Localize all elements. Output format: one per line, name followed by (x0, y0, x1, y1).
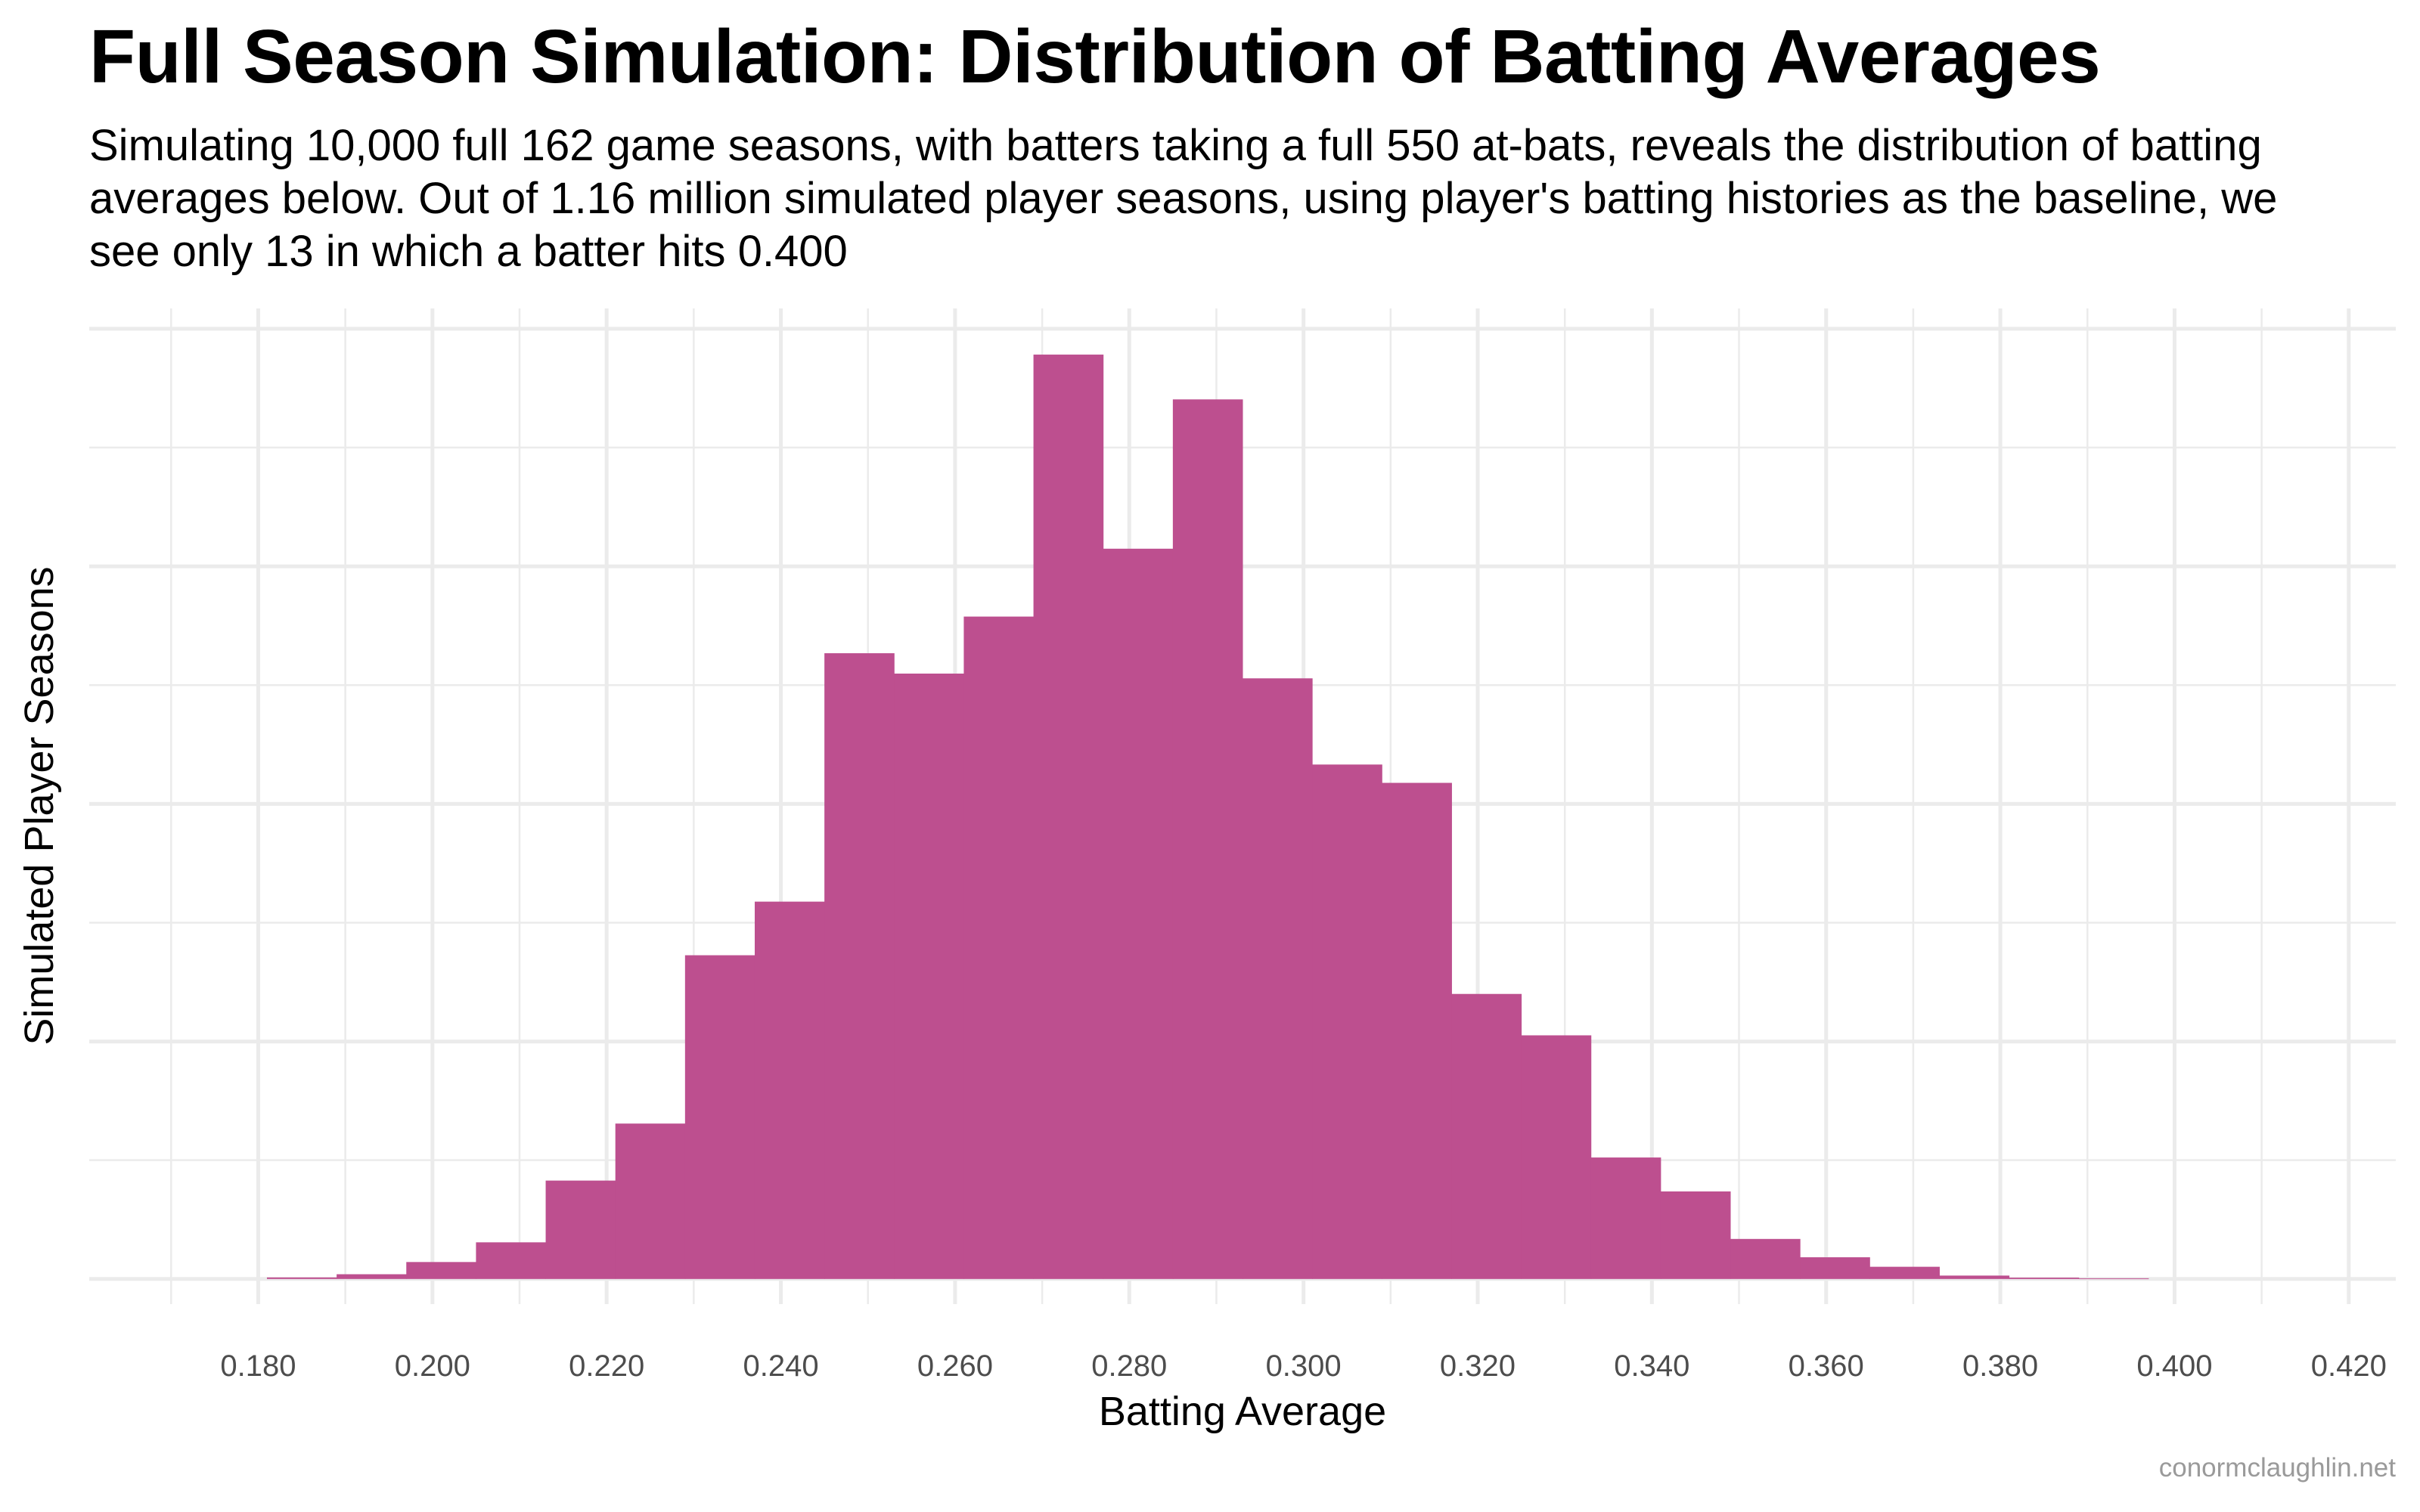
x-tick-label: 0.380 (1962, 1349, 2038, 1383)
histogram-bar (476, 1242, 547, 1279)
watermark: conormclaughlin.net (2158, 1453, 2396, 1483)
histogram-bar (1382, 782, 1452, 1279)
x-tick-label: 0.320 (1440, 1349, 1516, 1383)
histogram-bar (963, 616, 1035, 1279)
histogram-bar (1521, 1035, 1592, 1279)
histogram-bar (1172, 399, 1243, 1279)
histogram-bar (1312, 764, 1382, 1279)
x-tick-label: 0.340 (1614, 1349, 1689, 1383)
x-tick-label: 0.280 (1091, 1349, 1167, 1383)
x-tick-label: 0.180 (220, 1349, 296, 1383)
histogram-bar (1869, 1266, 1940, 1279)
x-tick-label: 0.420 (2311, 1349, 2387, 1383)
histogram-bar (1103, 548, 1174, 1279)
histogram-bar (1033, 355, 1104, 1279)
y-axis-label: Simulated Player Seasons (17, 566, 62, 1045)
histogram-bar (754, 901, 825, 1279)
histogram-bar (1243, 678, 1313, 1279)
x-tick-label: 0.400 (2136, 1349, 2212, 1383)
histogram-bar (1451, 993, 1522, 1279)
chart-title: Full Season Simulation: Distribution of … (89, 14, 2101, 99)
histogram-bar (894, 673, 964, 1279)
x-tick-label: 0.220 (569, 1349, 644, 1383)
histogram-bar (337, 1274, 407, 1279)
x-tick-label: 0.240 (743, 1349, 818, 1383)
histogram-bar (824, 653, 895, 1279)
histogram-bar (2009, 1277, 2080, 1279)
histogram-bar (615, 1123, 686, 1279)
histogram-bar (406, 1262, 476, 1279)
x-tick-labels: 0.180 0.200 0.220 0.240 0.260 0.280 0.300 0.320… (220, 1349, 2386, 1383)
histogram-bar (266, 1277, 337, 1279)
histogram-bar (1730, 1238, 1801, 1279)
histogram-bar (1660, 1191, 1731, 1279)
x-tick-label: 0.260 (917, 1349, 993, 1383)
chart-subtitle: Simulating 10,000 full 162 game seasons,… (89, 121, 2278, 276)
histogram-bar (2078, 1278, 2149, 1279)
x-tick-label: 0.300 (1266, 1349, 1342, 1383)
histogram-bar (1939, 1275, 2010, 1279)
histogram-bar (1590, 1157, 1661, 1279)
x-tick-label: 0.200 (395, 1349, 470, 1383)
bars (266, 355, 2149, 1279)
histogram-bar (684, 955, 755, 1279)
histogram-bar (1800, 1257, 1870, 1279)
histogram-bar (545, 1180, 616, 1279)
x-axis-label: Batting Average (1099, 1389, 1386, 1434)
x-tick-label: 0.360 (1789, 1349, 1864, 1383)
